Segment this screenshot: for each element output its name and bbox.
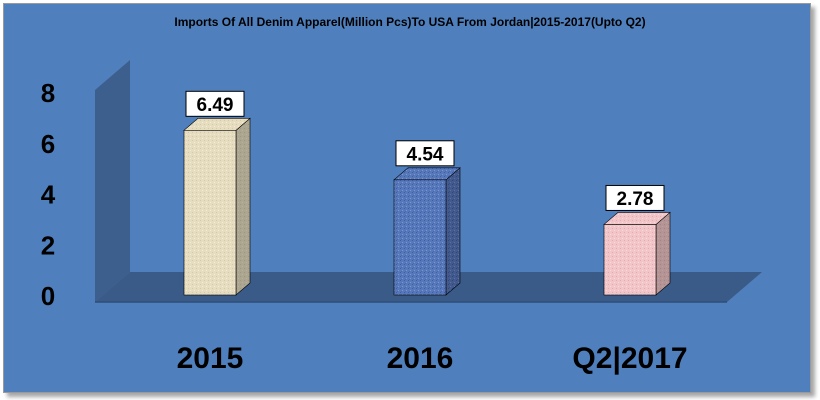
y-tick-label: 2 [41, 230, 55, 260]
data-label: 6.49 [197, 95, 234, 116]
data-label-box [605, 184, 665, 211]
bar-2016: 4.54 [393, 140, 461, 296]
bar-side-shade [656, 212, 670, 295]
data-label: 4.54 [407, 144, 444, 165]
data-label: 2.78 [617, 189, 654, 210]
bar-front [183, 130, 237, 296]
bar-front [393, 179, 447, 296]
y-axis: 0 2 4 6 8 [41, 78, 56, 311]
bar-Q2|2017: 2.78 [603, 184, 671, 296]
side-wall [95, 60, 130, 302]
y-tick-label: 4 [41, 180, 56, 210]
x-tick-label: 2015 [177, 342, 244, 375]
x-tick-label: 2016 [387, 342, 454, 375]
data-label-box [185, 90, 245, 117]
x-tick-label: Q2|2017 [572, 342, 687, 375]
chart-title: Imports Of All Denim Apparel(Million Pcs… [174, 15, 645, 29]
bars: 6.49 4.54 2.78 [183, 90, 671, 296]
y-tick-label: 0 [41, 281, 55, 311]
bar-side-shade [236, 118, 250, 295]
bar-2015: 6.49 [183, 90, 251, 296]
bar-front [603, 224, 657, 296]
y-tick-label: 8 [41, 78, 55, 108]
y-tick-label: 6 [41, 129, 55, 159]
x-axis: 2015 2016 Q2|2017 [177, 342, 688, 375]
data-label-box [395, 140, 455, 167]
bar-side-shade [446, 167, 460, 295]
